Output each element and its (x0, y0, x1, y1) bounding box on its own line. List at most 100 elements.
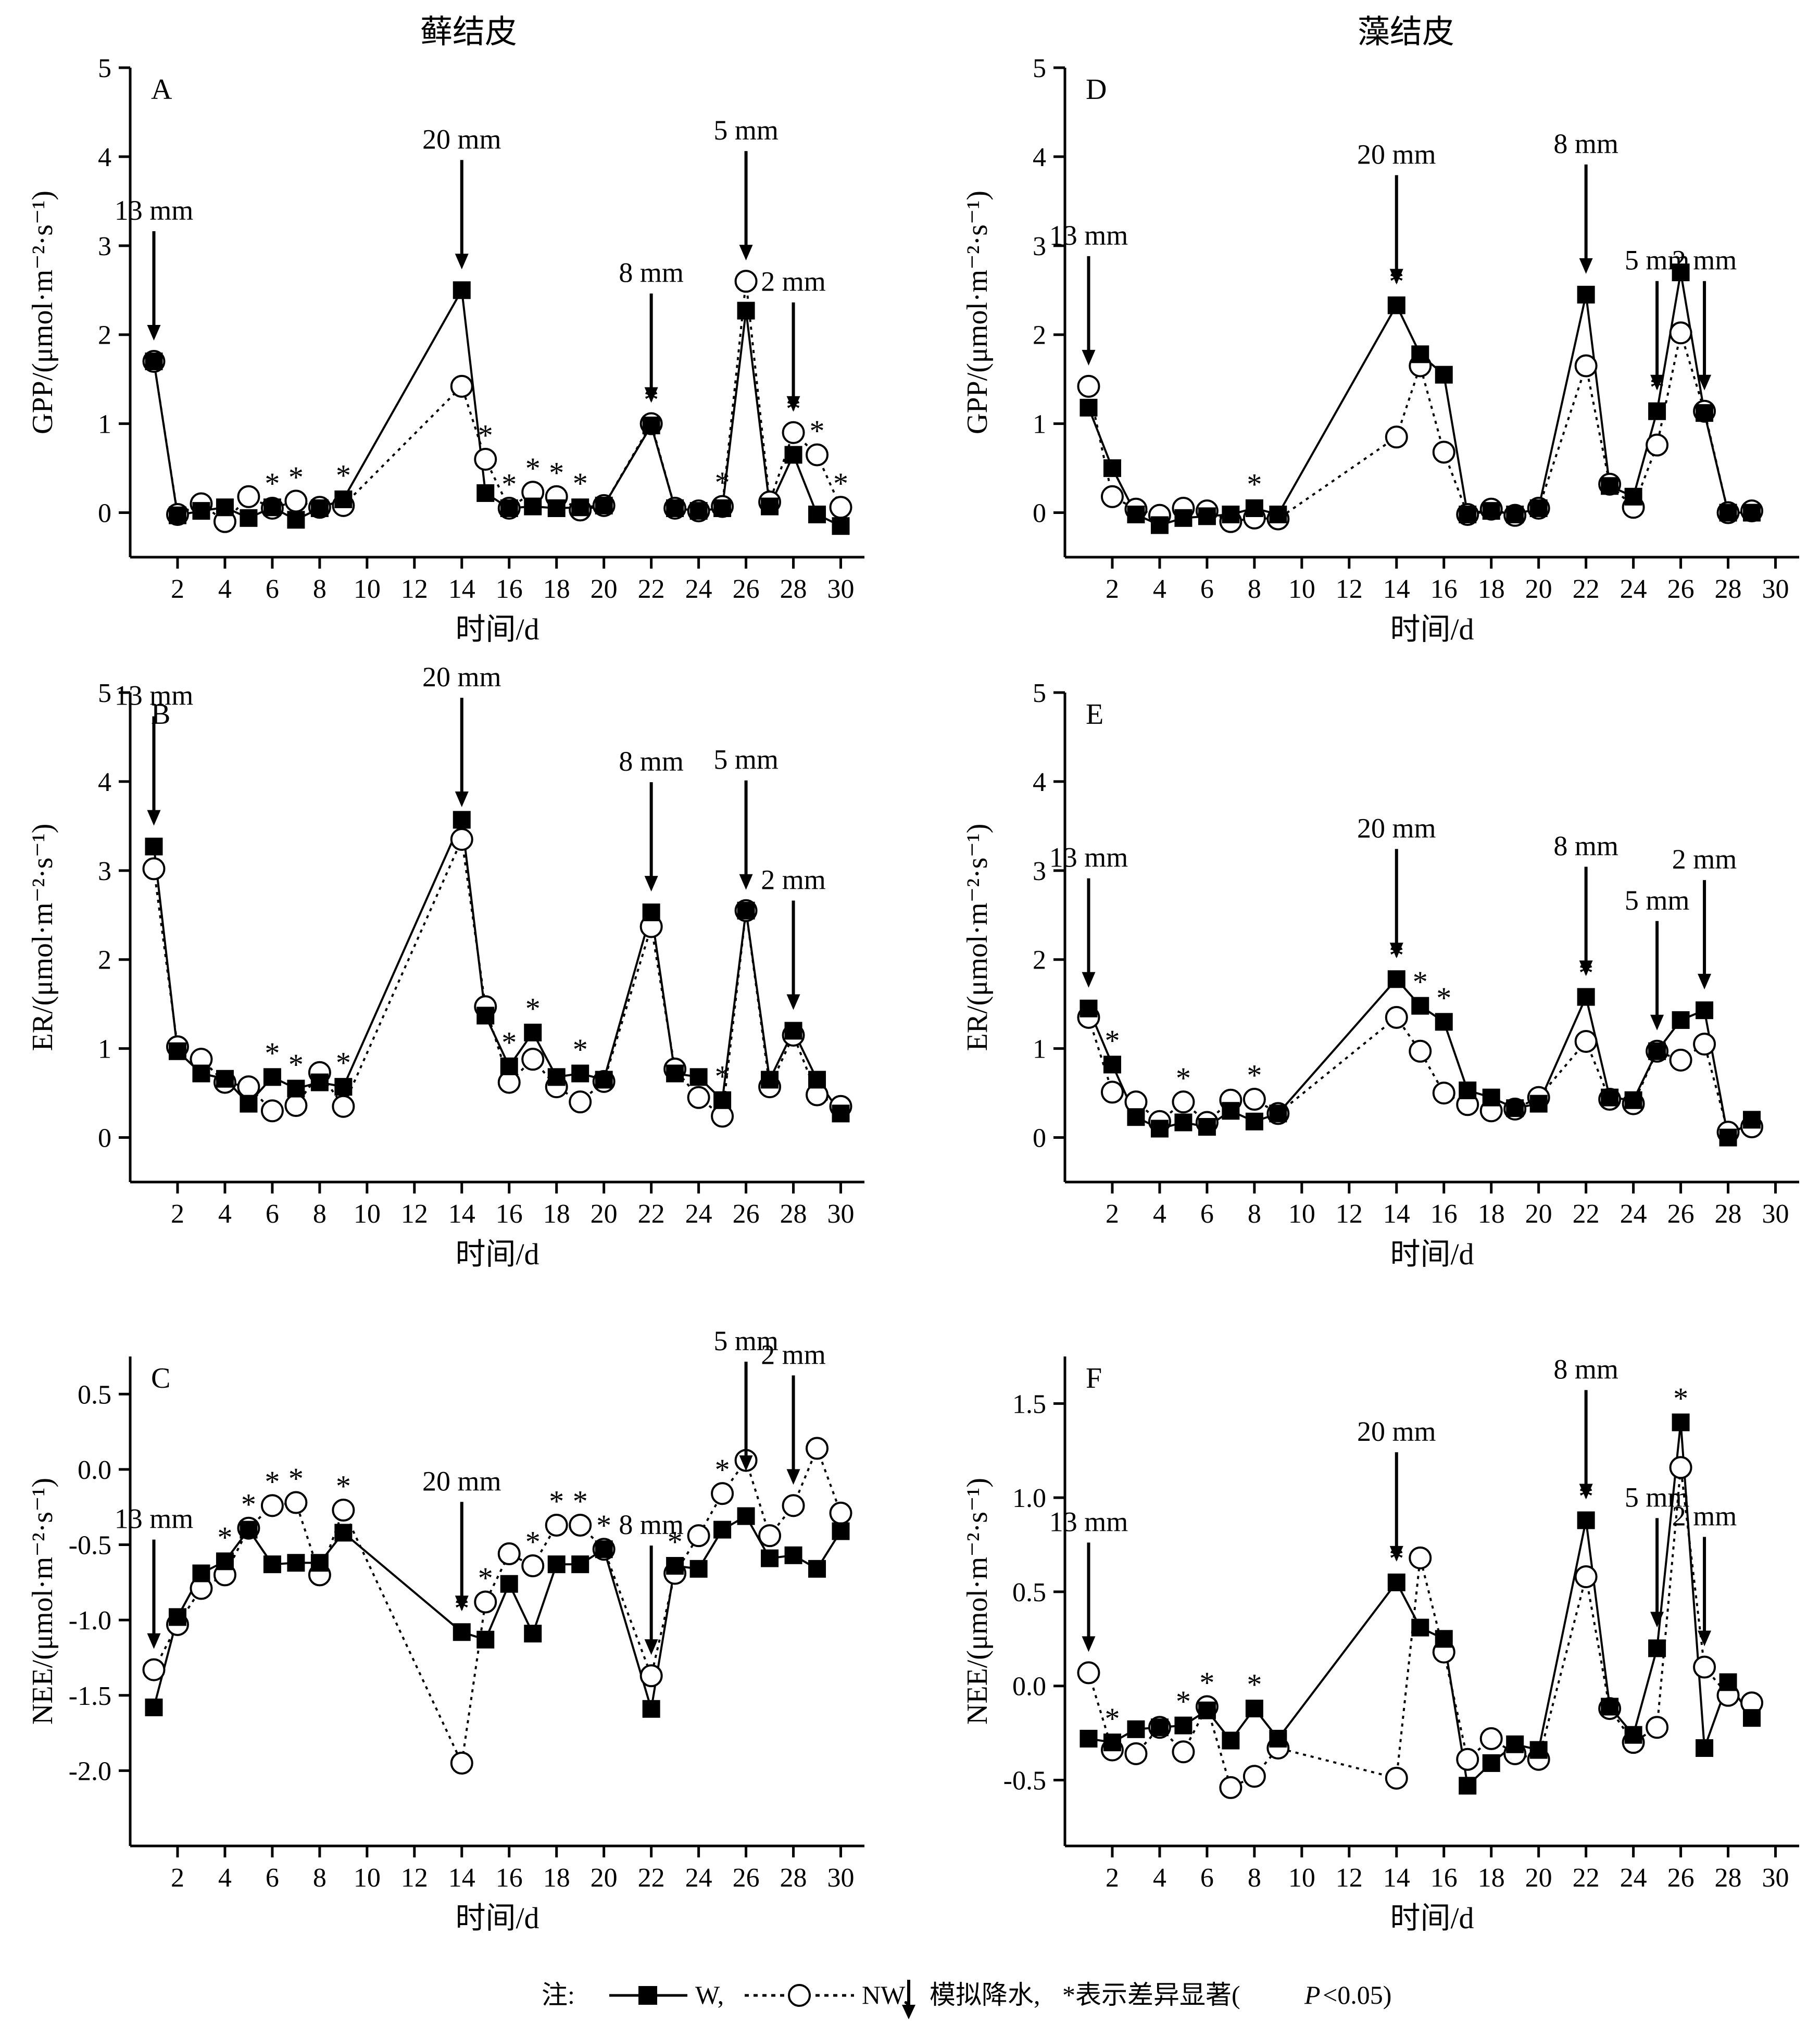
data-point-nw (1574, 1029, 1598, 1053)
data-point-nw (1646, 1716, 1669, 1739)
significance-star: * (525, 451, 541, 485)
legend-nw-marker (788, 1984, 811, 2007)
data-point-w (1150, 1120, 1169, 1138)
y-tick-label: 4 (1033, 768, 1046, 797)
data-point-w (1696, 404, 1714, 422)
x-tick-label: 6 (266, 1199, 279, 1229)
data-point-w (713, 499, 732, 517)
x-tick-label: 10 (354, 574, 381, 604)
rain-arrow-head (1389, 943, 1403, 959)
legend-rain-arrow-icon (902, 1980, 915, 2019)
rain-amount-label: 8 mm (619, 1509, 684, 1540)
data-point-nw (332, 1095, 355, 1118)
data-point-w (500, 1057, 518, 1075)
rain-arrow-head (1698, 974, 1712, 990)
data-point-w (263, 1555, 281, 1574)
y-tick-label: 1 (1033, 1035, 1046, 1064)
data-point-w (1387, 296, 1405, 315)
x-tick-label: 8 (313, 1863, 327, 1893)
data-point-w (1696, 1739, 1714, 1757)
rain-amount-label: 20 mm (1357, 1416, 1436, 1447)
data-point-nw (284, 1491, 308, 1514)
data-point-w (1459, 1777, 1477, 1795)
x-tick-label: 28 (780, 574, 807, 604)
data-point-w (689, 1560, 708, 1578)
x-tick-label: 10 (1288, 1199, 1315, 1229)
data-point-nw (1100, 485, 1124, 508)
y-tick-label: 0 (98, 499, 111, 529)
x-tick-label: 18 (1478, 1199, 1505, 1229)
x-tick-label: 6 (1200, 1199, 1214, 1229)
significance-star: * (525, 991, 541, 1025)
data-point-w (1482, 1088, 1500, 1107)
x-tick-label: 26 (733, 1863, 760, 1893)
data-point-w (713, 1091, 732, 1109)
data-point-w (1198, 1701, 1216, 1719)
x-tick-label: 28 (780, 1863, 807, 1893)
data-point-nw (474, 1590, 497, 1614)
x-tick-label: 24 (1620, 1863, 1647, 1893)
x-tick-label: 22 (1573, 1199, 1600, 1229)
y-tick-label: -2.0 (69, 1756, 111, 1786)
data-point-w (1174, 1113, 1193, 1132)
data-point-w (1506, 1735, 1524, 1753)
x-tick-label: 22 (638, 1863, 665, 1893)
data-point-w (310, 1073, 329, 1091)
x-tick-label: 18 (1478, 1863, 1505, 1893)
data-point-nw (450, 374, 473, 398)
panel-label: F (1086, 1362, 1102, 1394)
data-point-nw (1479, 1727, 1503, 1750)
y-tick-label: 5 (1033, 54, 1046, 83)
significance-star: * (1247, 1059, 1262, 1092)
data-point-w (192, 502, 210, 520)
y-tick-label: 0.0 (1012, 1672, 1046, 1702)
rain-arrow-head (147, 1633, 161, 1649)
data-point-w (1624, 1091, 1642, 1109)
data-point-nw (545, 1513, 568, 1537)
data-point-w (1435, 1630, 1453, 1648)
rain-arrow-head (739, 874, 753, 890)
data-point-nw (1693, 1655, 1716, 1679)
rain-amount-label: 2 mm (761, 266, 826, 297)
y-tick-label: -1.5 (69, 1681, 111, 1711)
data-point-w (500, 499, 518, 517)
x-tick-label: 16 (496, 1863, 523, 1893)
data-point-nw (569, 1090, 592, 1114)
rain-arrow-head (1579, 258, 1593, 274)
data-point-w (1198, 1118, 1216, 1136)
x-tick-label: 16 (1430, 1863, 1458, 1893)
data-point-nw (1432, 441, 1455, 464)
data-point-nw (1385, 1766, 1408, 1790)
data-point-w (784, 446, 802, 464)
data-point-w (1743, 504, 1761, 522)
data-point-w (571, 498, 589, 517)
data-point-nw (782, 421, 805, 444)
data-point-w (1080, 398, 1098, 417)
data-point-w (1127, 1108, 1145, 1126)
data-point-w (1103, 1056, 1121, 1074)
x-tick-label: 16 (496, 1199, 523, 1229)
data-point-w (1719, 1673, 1737, 1691)
x-axis-title: 时间/d (1390, 1237, 1474, 1271)
data-point-w (453, 1623, 471, 1641)
x-tick-label: 22 (638, 1199, 665, 1229)
rain-arrow-head (1579, 1484, 1593, 1500)
data-point-w (1529, 1095, 1548, 1113)
data-point-w (737, 301, 755, 320)
series-line-w (153, 1514, 842, 1710)
significance-star: * (1104, 1702, 1120, 1736)
data-point-w (1198, 507, 1216, 525)
data-point-w (1435, 366, 1453, 384)
data-point-w (1577, 988, 1595, 1006)
data-point-nw (782, 1494, 805, 1517)
significance-star: * (1436, 981, 1451, 1015)
rain-arrow-head (1698, 374, 1712, 391)
x-tick-label: 18 (543, 1199, 570, 1229)
data-point-w (168, 1608, 186, 1626)
significance-star: * (336, 1046, 351, 1080)
data-point-w (500, 1575, 518, 1593)
rain-arrow-head (455, 254, 469, 270)
data-point-w (1127, 505, 1145, 523)
